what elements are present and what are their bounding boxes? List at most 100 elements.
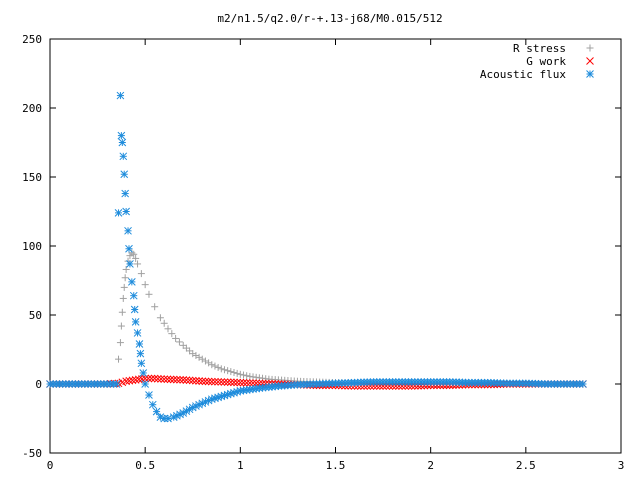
series-0 <box>115 249 587 388</box>
legend-marker <box>586 70 594 78</box>
data-point <box>118 138 127 147</box>
legend-label: R stress <box>513 42 566 55</box>
data-point <box>121 274 129 282</box>
data-point <box>198 355 206 363</box>
x-tick-label: 2.5 <box>516 459 536 472</box>
data-point <box>208 361 216 369</box>
data-point <box>211 362 219 370</box>
data-point <box>176 375 184 384</box>
data-point <box>136 349 145 358</box>
data-point <box>126 260 134 268</box>
data-point <box>150 374 159 383</box>
data-point <box>224 367 232 375</box>
data-point <box>132 254 140 262</box>
data-point <box>172 334 180 342</box>
data-point <box>137 359 146 368</box>
data-point <box>230 378 238 387</box>
data-point <box>160 375 169 384</box>
y-tick-label: 100 <box>22 240 42 253</box>
legend-marker <box>586 44 594 52</box>
data-point <box>130 305 139 314</box>
data-point <box>128 376 137 385</box>
data-point <box>223 378 232 387</box>
data-point <box>148 400 157 409</box>
data-point <box>163 375 172 384</box>
series-marks <box>46 91 587 423</box>
data-point <box>175 338 183 346</box>
data-point <box>173 375 181 384</box>
data-point <box>236 370 244 378</box>
data-point <box>145 290 153 298</box>
data-point <box>240 371 248 379</box>
data-point <box>188 376 197 385</box>
data-point <box>125 244 133 253</box>
data-point <box>195 353 203 361</box>
legend-label: G work <box>526 55 566 68</box>
data-point <box>114 209 123 217</box>
data-point <box>211 377 219 386</box>
x-tick-label: 3 <box>618 459 625 472</box>
data-point <box>134 260 142 268</box>
data-point <box>579 380 587 388</box>
data-point <box>124 226 132 235</box>
data-point <box>214 363 222 371</box>
data-point <box>179 409 188 417</box>
data-point <box>192 351 200 359</box>
data-point <box>131 318 140 326</box>
x-tick-label: 0 <box>47 459 54 472</box>
y-tick-label: 0 <box>35 378 42 391</box>
plot-frame <box>49 38 622 454</box>
data-point <box>198 377 207 386</box>
data-point <box>160 319 168 327</box>
y-tick-label: 250 <box>22 33 42 46</box>
data-point <box>133 329 142 337</box>
data-point <box>122 207 130 216</box>
data-point <box>245 379 254 387</box>
data-point <box>157 375 165 383</box>
data-point <box>233 369 241 377</box>
data-point <box>214 377 222 386</box>
data-point <box>151 303 159 311</box>
series-2 <box>46 91 587 423</box>
data-point <box>168 330 176 338</box>
y-tick-label: 200 <box>22 102 42 115</box>
x-tick-label: 1 <box>237 459 244 472</box>
data-point <box>236 378 245 387</box>
legend-label: Acoustic flux <box>480 68 566 81</box>
y-tick-label: 150 <box>22 171 42 184</box>
data-point <box>141 380 150 388</box>
data-point <box>166 375 175 384</box>
data-point <box>127 278 136 286</box>
data-point <box>169 375 178 384</box>
data-point <box>164 414 172 423</box>
data-point <box>239 378 248 387</box>
data-point <box>205 359 213 367</box>
data-point <box>201 377 210 386</box>
data-point <box>179 376 188 384</box>
data-point <box>217 378 226 386</box>
data-point <box>122 377 130 386</box>
data-point <box>138 375 146 383</box>
chart-title: m2/n1.5/q2.0/r-+.13-j68/M0.015/512 <box>217 12 442 25</box>
data-point <box>119 152 128 161</box>
data-point <box>117 322 125 330</box>
data-point <box>152 407 161 416</box>
data-point <box>207 377 216 386</box>
data-point <box>220 366 228 374</box>
data-point <box>156 314 164 322</box>
data-point <box>182 376 191 384</box>
data-point <box>217 365 225 373</box>
data-point <box>188 403 197 412</box>
data-point <box>243 372 251 380</box>
data-point <box>115 355 123 363</box>
data-point <box>122 265 130 273</box>
data-point <box>164 325 172 333</box>
data-point <box>121 189 130 198</box>
x-tick-label: 1.5 <box>326 459 346 472</box>
data-point <box>141 281 149 289</box>
data-point <box>131 376 140 384</box>
data-point <box>112 380 121 388</box>
data-point <box>147 374 156 383</box>
